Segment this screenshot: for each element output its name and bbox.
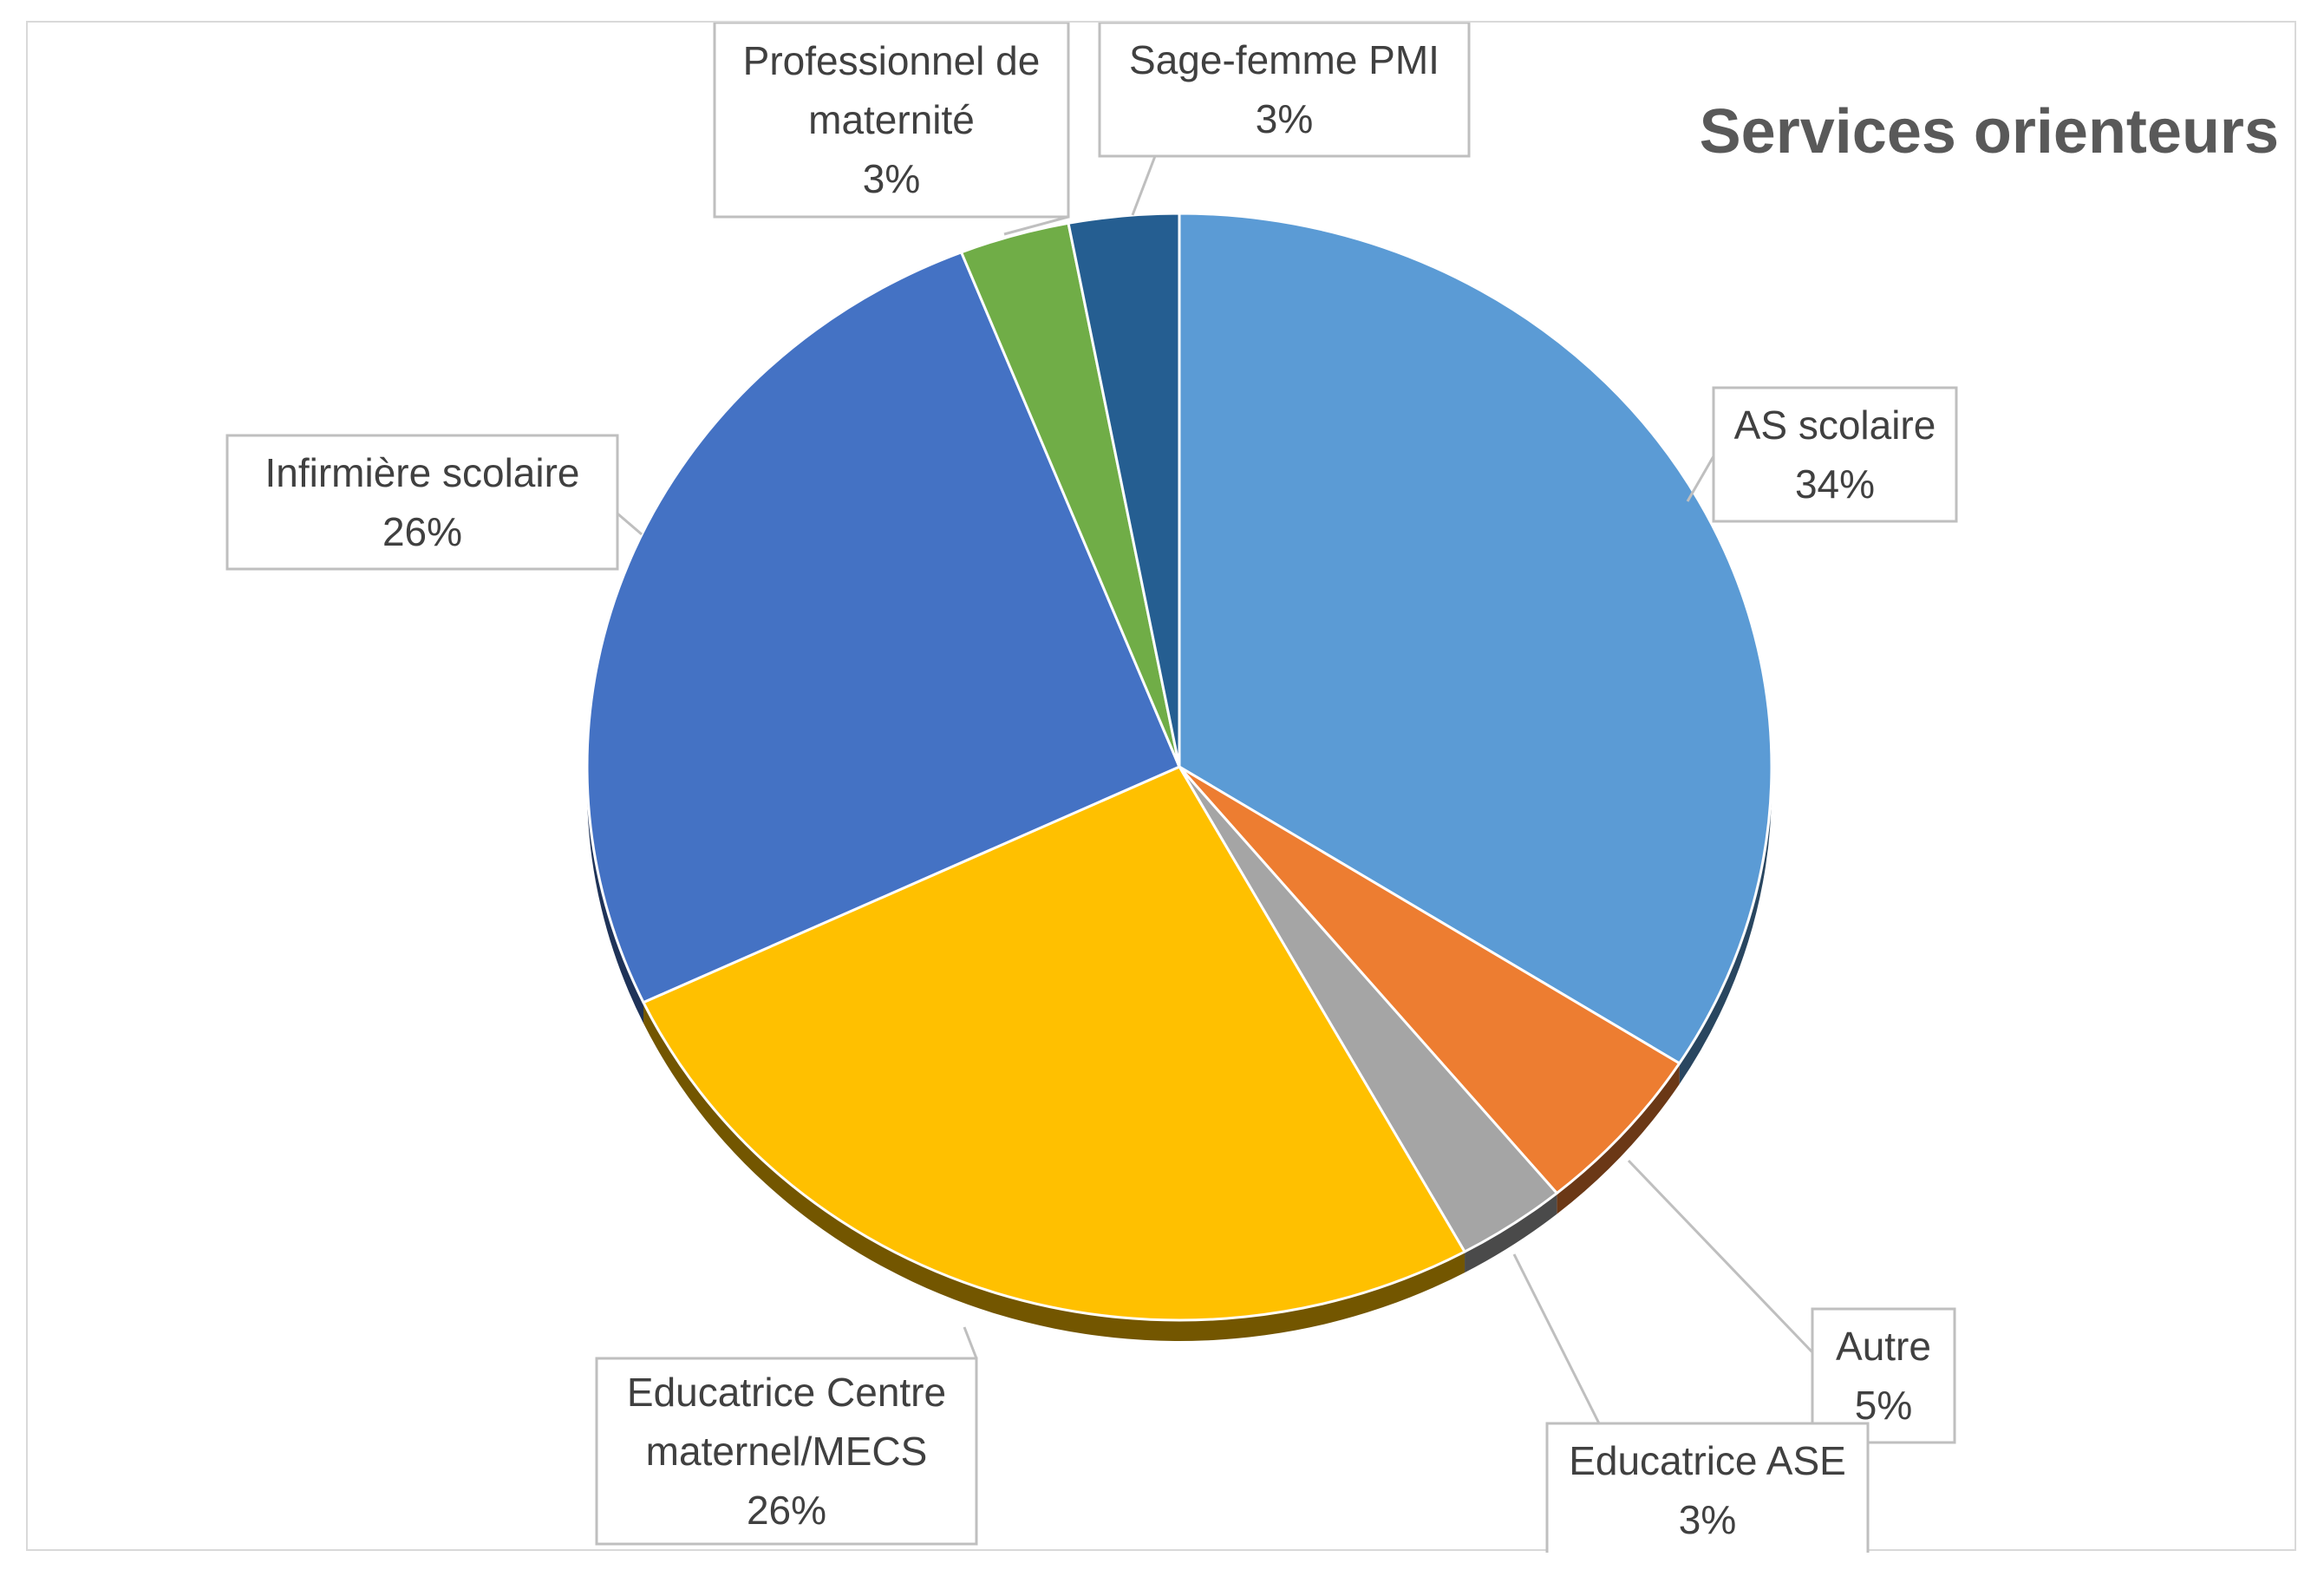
pie-slices xyxy=(585,212,1773,1341)
data-label-category: Educatrice Centre xyxy=(627,1370,946,1415)
data-label-box xyxy=(1545,1422,1870,1553)
data-label-box xyxy=(1712,386,1958,523)
data-label-box xyxy=(595,1357,978,1546)
slice-edge-educatrice-ase xyxy=(1465,1193,1557,1273)
data-label-category: AS scolaire xyxy=(1734,402,1936,448)
data-label-autre: Autre 5% xyxy=(1811,1307,1956,1444)
slice-edge-educatrice-centre-maternel-mecs xyxy=(643,1002,1466,1341)
data-label-percent: 26% xyxy=(747,1488,826,1533)
leader-line-as-scolaire xyxy=(1686,455,1715,502)
data-label-percent: 26% xyxy=(382,509,462,554)
data-label-percent: 3% xyxy=(863,156,920,201)
slice-infirmiere-scolaire xyxy=(585,251,1181,1004)
slice-edge-infirmiere-scolaire xyxy=(587,767,644,1024)
pie-chart: Services orienteurs AS scolaire 34% Autre 5… xyxy=(225,23,2279,1553)
data-label-sage-femme-pmi: Sage-femme PMI 3% xyxy=(1098,23,1471,158)
data-label-category: Educatrice ASE xyxy=(1569,1438,1846,1483)
data-label-as-scolaire: AS scolaire 34% xyxy=(1712,386,1958,523)
leader-lines xyxy=(617,155,1814,1424)
data-label-professionnel-de-maternite: Professionnel de maternité 3% xyxy=(713,23,1070,219)
data-label-box xyxy=(225,434,619,571)
data-label-box xyxy=(1098,23,1471,158)
slice-autre xyxy=(1178,765,1681,1195)
chart-title: Services orienteurs xyxy=(1700,97,2279,167)
data-label-percent: 5% xyxy=(1855,1383,1912,1428)
data-label-category: maternel/MECS xyxy=(646,1429,928,1474)
slice-edge-as-scolaire xyxy=(1679,767,1772,1084)
leader-line-infirmiere-scolaire xyxy=(617,512,643,536)
data-label-box xyxy=(1811,1307,1956,1444)
data-label-educatrice-ase: Educatrice ASE 3% xyxy=(1545,1422,1870,1553)
leader-line-professionnel-de-maternite xyxy=(1003,215,1069,236)
leader-line-educatrice-centre-maternel-mecs xyxy=(963,1326,978,1359)
data-label-category: Sage-femme PMI xyxy=(1129,37,1439,82)
leader-line-sage-femme-pmi xyxy=(1131,155,1157,216)
data-label-category: Autre xyxy=(1836,1324,1931,1369)
slice-as-scolaire xyxy=(1178,212,1773,1065)
data-label-category: maternité xyxy=(808,97,975,142)
data-label-box xyxy=(713,23,1070,219)
chart-frame: Services orienteurs AS scolaire 34% Autre 5… xyxy=(26,21,2296,1553)
data-label-infirmiere-scolaire: Infirmière scolaire 26% xyxy=(225,434,619,571)
data-label-category: Infirmière scolaire xyxy=(265,450,580,495)
data-label-percent: 34% xyxy=(1795,461,1875,507)
slice-sage-femme-pmi xyxy=(1067,212,1181,769)
leader-line-autre xyxy=(1627,1159,1814,1354)
slice-educatrice-centre-maternel-mecs xyxy=(642,765,1466,1322)
data-label-category: Professionnel de xyxy=(743,38,1041,83)
data-label-percent: 3% xyxy=(1256,96,1313,141)
data-label-percent: 3% xyxy=(1679,1497,1736,1542)
data-label-educatrice-centre-maternel-mecs: Educatrice Centre maternel/MECS 26% xyxy=(595,1357,978,1546)
leader-line-educatrice-ase xyxy=(1512,1253,1601,1424)
